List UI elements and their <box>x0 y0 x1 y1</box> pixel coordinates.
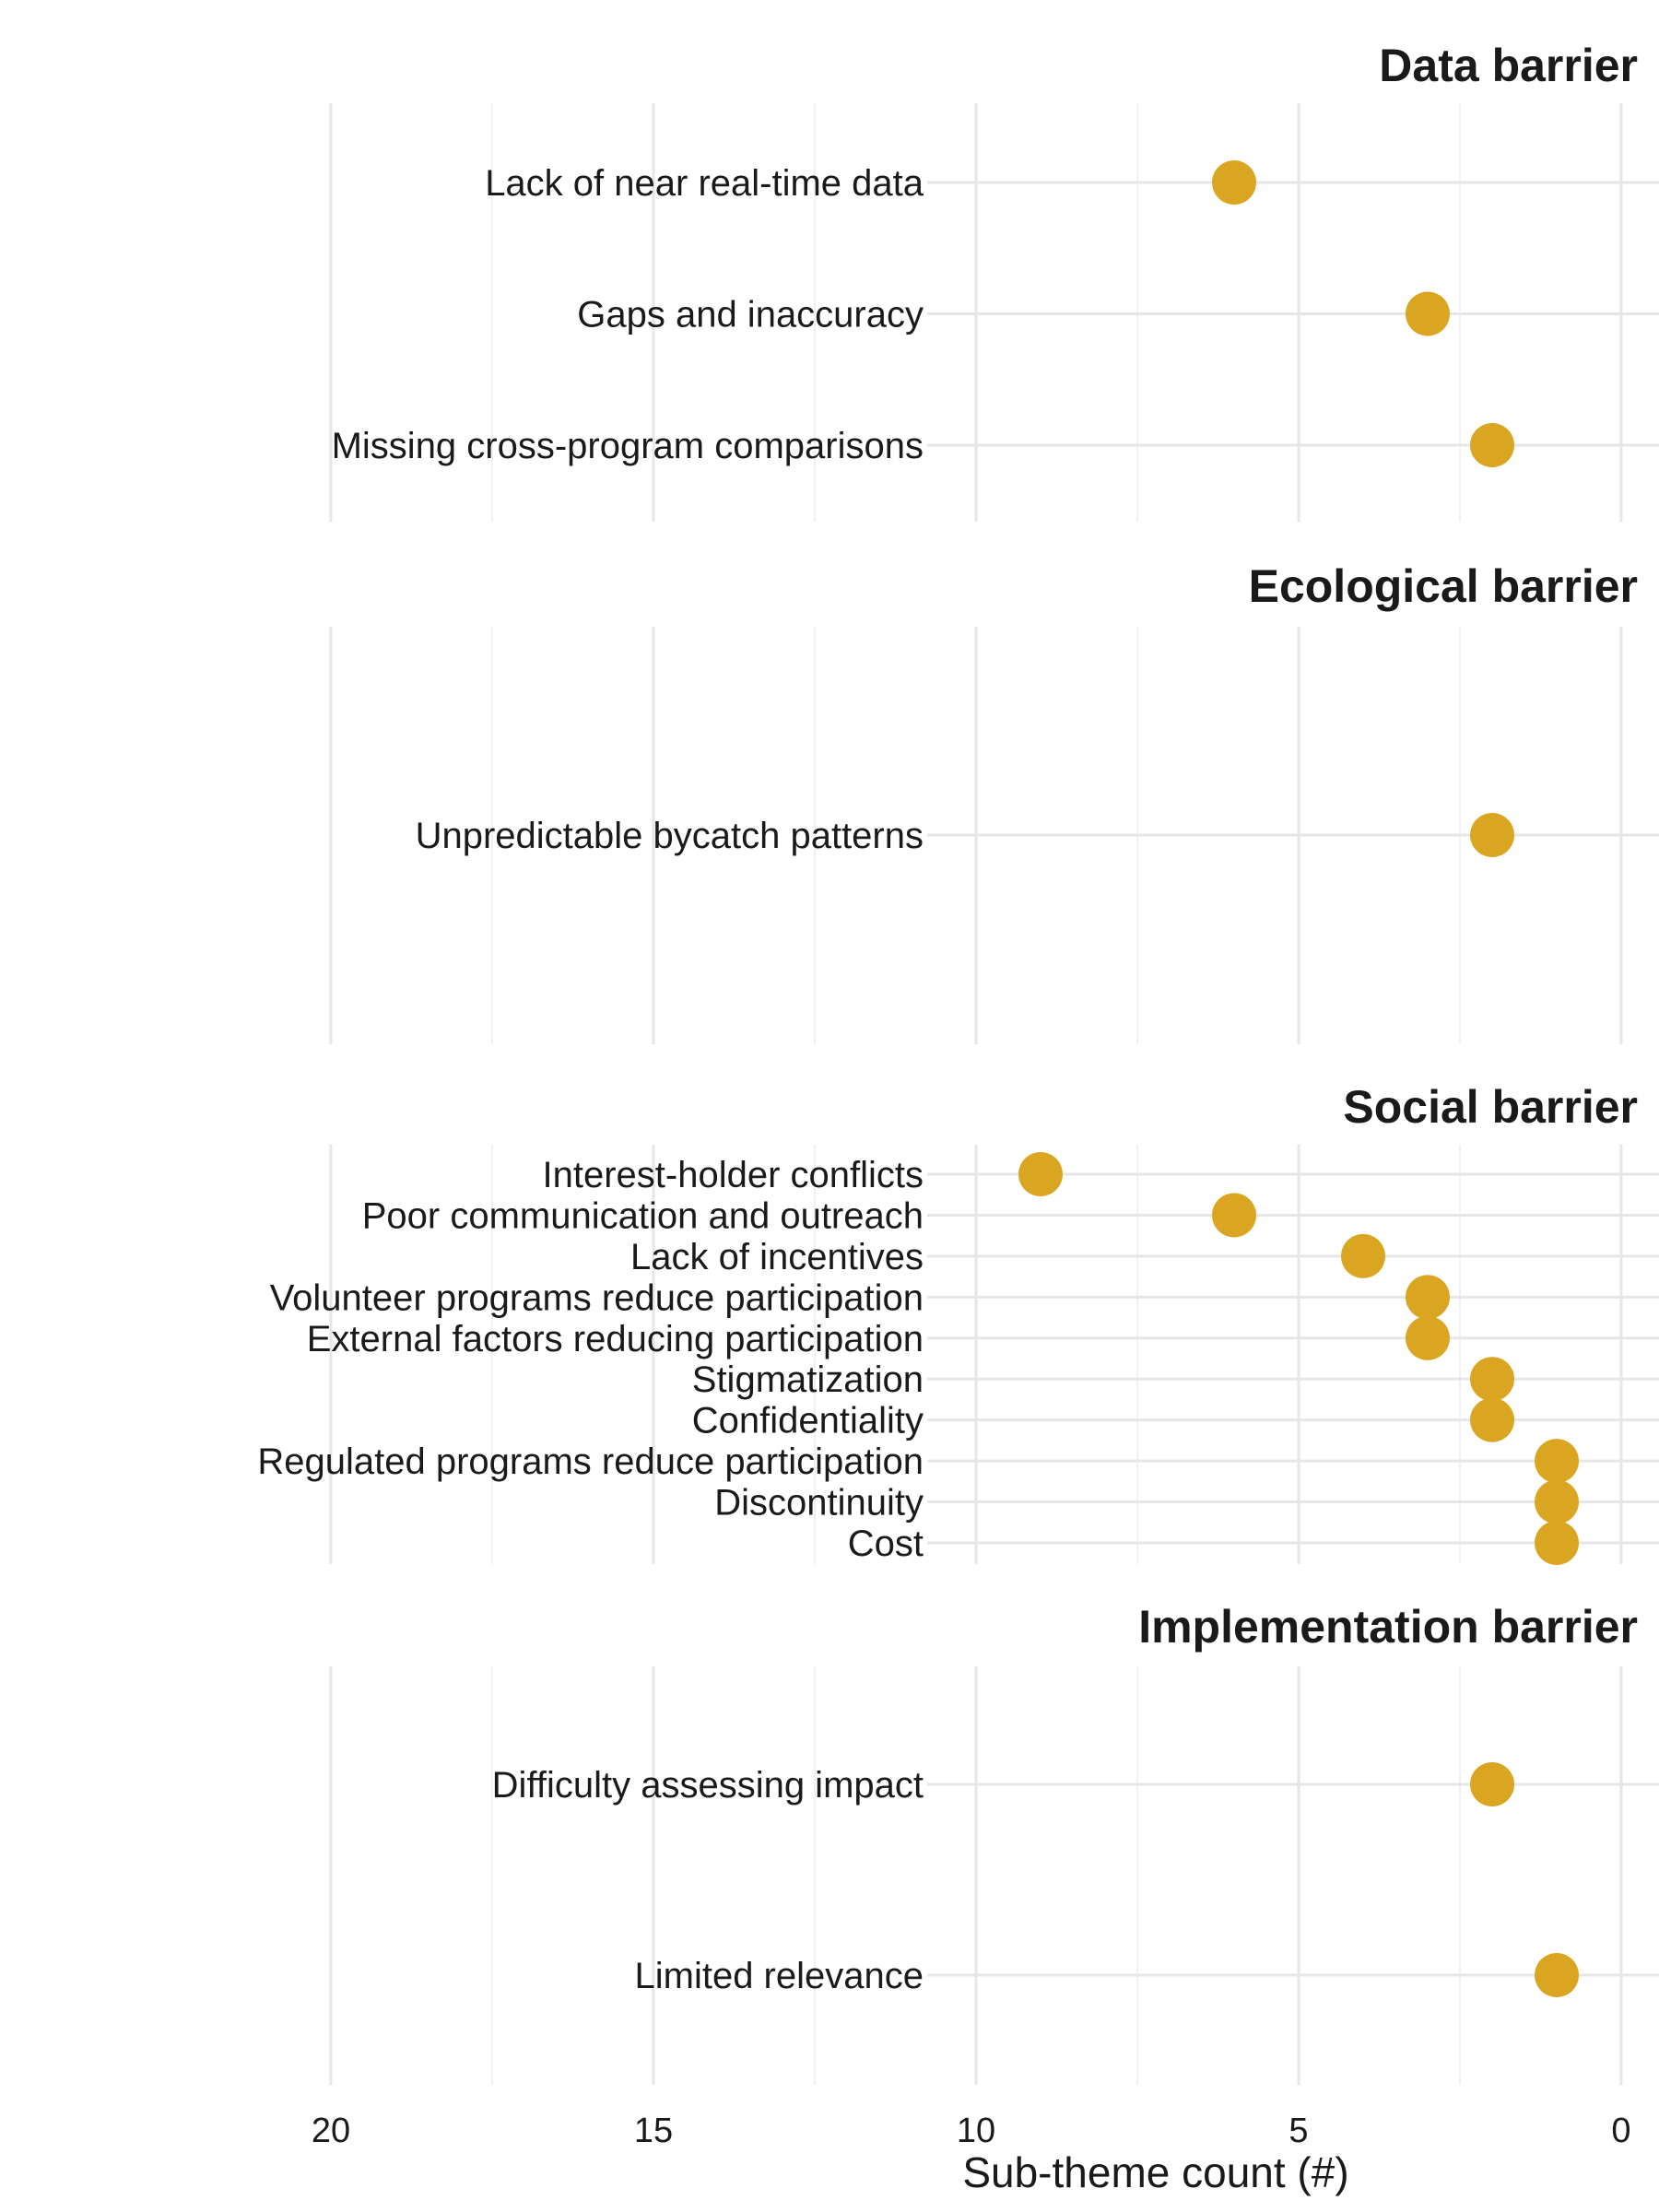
data-point <box>1406 1275 1450 1320</box>
category-label: Gaps and inaccuracy <box>577 295 924 335</box>
data-point <box>1018 1152 1063 1196</box>
data-point <box>1535 1953 1579 1997</box>
category-label: Volunteer programs reduce participation <box>270 1277 924 1318</box>
data-point <box>1406 291 1450 336</box>
data-point <box>1212 160 1256 205</box>
data-point <box>1470 423 1514 467</box>
category-label: Cost <box>848 1524 924 1564</box>
labels-layer: Data barrier Lack of near real-time data G… <box>257 40 1638 1996</box>
x-tick-label: 10 <box>957 2112 995 2150</box>
data-point <box>1341 1233 1385 1278</box>
data-point <box>1470 1397 1514 1442</box>
panel-title: Social barrier <box>1343 1081 1638 1133</box>
x-tick-label: 15 <box>634 2112 673 2150</box>
category-label: Interest-holder conflicts <box>542 1155 924 1195</box>
data-point <box>1470 813 1514 857</box>
data-point <box>1406 1315 1450 1360</box>
data-point <box>1470 1762 1514 1806</box>
panel-title: Implementation barrier <box>1138 1601 1638 1653</box>
data-point <box>1535 1479 1579 1524</box>
x-tick-label: 5 <box>1288 2112 1308 2150</box>
category-label: Discontinuity <box>714 1483 924 1524</box>
category-label: External factors reducing participation <box>307 1319 924 1359</box>
x-tick-label: 0 <box>1611 2112 1630 2150</box>
category-label: Lack of incentives <box>630 1237 924 1277</box>
points-layer <box>1018 160 1579 1997</box>
category-label: Limited relevance <box>635 1956 924 1996</box>
x-axis-ticks: 20 15 10 5 0 <box>312 2112 1631 2150</box>
x-axis-title: Sub-theme count (#) <box>962 2148 1348 2196</box>
data-point <box>1535 1439 1579 1484</box>
category-label: Confidentiality <box>692 1401 924 1441</box>
category-label: Lack of near real-time data <box>485 163 924 204</box>
category-label: Regulated programs reduce participation <box>257 1441 924 1482</box>
panel-title: Ecological barrier <box>1249 560 1638 612</box>
data-point <box>1470 1357 1514 1402</box>
data-point <box>1212 1193 1256 1238</box>
category-label: Missing cross-program comparisons <box>332 426 924 466</box>
category-label: Unpredictable bycatch patterns <box>416 816 924 856</box>
x-tick-label: 20 <box>312 2112 350 2150</box>
category-label: Poor communication and outreach <box>362 1195 924 1236</box>
data-point <box>1535 1521 1579 1565</box>
category-label: Stigmatization <box>692 1359 924 1400</box>
category-label: Difficulty assessing impact <box>492 1765 924 1806</box>
panel-title: Data barrier <box>1379 40 1638 91</box>
